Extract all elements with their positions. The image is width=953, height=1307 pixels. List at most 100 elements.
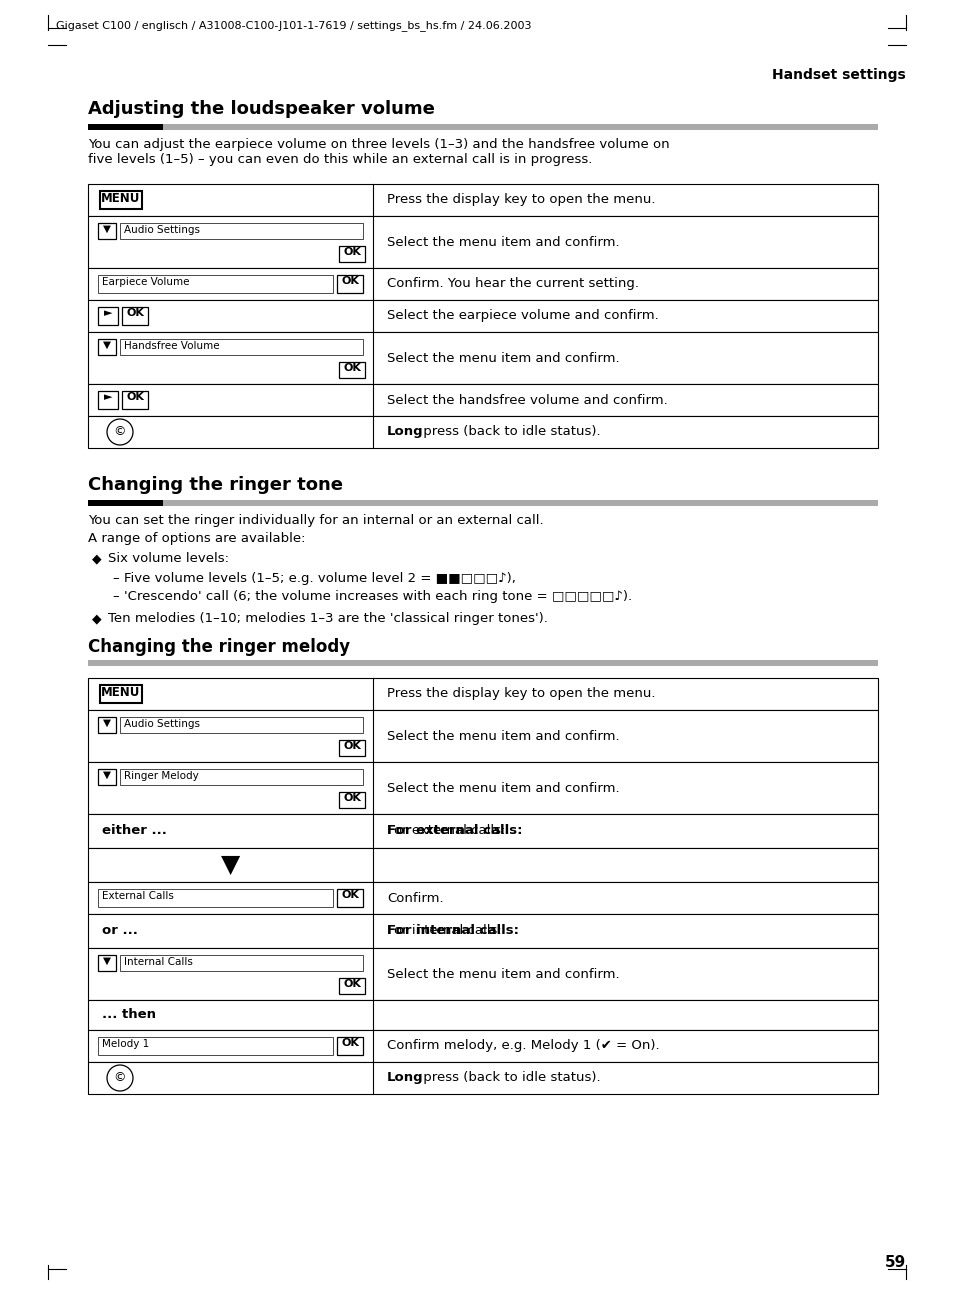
Text: For internal calls:: For internal calls: — [387, 924, 518, 937]
Bar — [120, 955, 363, 971]
Bar — [120, 223, 363, 239]
Text: Select the handsfree volume and confirm.: Select the handsfree volume and confirm. — [387, 393, 667, 406]
Text: ◆: ◆ — [91, 612, 102, 625]
Text: For external calls:: For external calls: — [387, 825, 522, 838]
Bar — [120, 718, 363, 733]
Text: ◆: ◆ — [91, 552, 102, 565]
Bar — [98, 339, 116, 356]
Text: Internal Calls: Internal Calls — [124, 957, 193, 967]
Bar — [336, 274, 363, 293]
Bar — [122, 391, 148, 409]
Text: ©: © — [113, 1072, 126, 1085]
Bar — [98, 889, 333, 907]
Text: Changing the ringer tone: Changing the ringer tone — [88, 476, 343, 494]
Text: MENU: MENU — [101, 192, 140, 205]
Bar — [88, 1030, 877, 1063]
Text: press (back to idle status).: press (back to idle status). — [418, 426, 600, 439]
Text: Select the menu item and confirm.: Select the menu item and confirm. — [387, 967, 619, 980]
Bar — [98, 307, 118, 325]
Text: Select the menu item and confirm.: Select the menu item and confirm. — [387, 729, 619, 742]
Bar — [338, 246, 365, 261]
Text: Six volume levels:: Six volume levels: — [108, 552, 229, 565]
Text: Changing the ringer melody: Changing the ringer melody — [88, 638, 350, 656]
Text: 59: 59 — [883, 1255, 905, 1270]
Text: Gigaset C100 / englisch / A31008-C100-J101-1-7619 / settings_bs_hs.fm / 24.06.20: Gigaset C100 / englisch / A31008-C100-J1… — [56, 20, 531, 31]
Bar — [338, 792, 365, 808]
Text: Ringer Melody: Ringer Melody — [124, 771, 198, 782]
Text: Press the display key to open the menu.: Press the display key to open the menu. — [387, 193, 655, 207]
Text: OK: OK — [126, 308, 144, 318]
Bar — [88, 268, 877, 301]
Text: For external calls:: For external calls: — [387, 825, 505, 838]
Text: ... then: ... then — [102, 1009, 156, 1022]
Text: OK: OK — [343, 363, 360, 372]
Bar — [88, 848, 877, 882]
Text: either ...: either ... — [102, 825, 167, 838]
Text: Melody 1: Melody 1 — [102, 1039, 149, 1050]
Bar — [98, 769, 116, 786]
Bar — [98, 955, 116, 971]
Text: OK: OK — [343, 247, 360, 257]
Text: External Calls: External Calls — [102, 891, 173, 901]
Text: or ...: or ... — [102, 924, 138, 937]
Text: press (back to idle status).: press (back to idle status). — [418, 1072, 600, 1085]
Bar — [338, 978, 365, 995]
Text: Five volume levels (1–5; e.g. volume level 2 = ■■□□□♪),: Five volume levels (1–5; e.g. volume lev… — [124, 572, 516, 586]
Bar — [88, 814, 877, 848]
Text: Ten melodies (1–10; melodies 1–3 are the 'classical ringer tones').: Ten melodies (1–10; melodies 1–3 are the… — [108, 612, 547, 625]
Text: Confirm. You hear the current setting.: Confirm. You hear the current setting. — [387, 277, 639, 290]
Bar — [88, 882, 877, 914]
Text: Earpiece Volume: Earpiece Volume — [102, 277, 190, 288]
Bar — [120, 339, 363, 356]
Bar — [163, 124, 877, 129]
Bar — [98, 274, 333, 293]
Text: Select the earpiece volume and confirm.: Select the earpiece volume and confirm. — [387, 310, 659, 323]
Text: ▼: ▼ — [103, 223, 111, 234]
Text: Select the menu item and confirm.: Select the menu item and confirm. — [387, 235, 619, 248]
Bar — [88, 216, 877, 268]
Text: ▼: ▼ — [103, 770, 111, 780]
Bar — [338, 740, 365, 755]
Text: OK: OK — [341, 276, 358, 286]
Bar — [88, 678, 877, 710]
Text: For internal calls:: For internal calls: — [387, 924, 501, 937]
Text: OK: OK — [341, 890, 358, 901]
Text: Confirm.: Confirm. — [387, 891, 443, 904]
Bar — [88, 124, 163, 129]
Bar — [88, 301, 877, 332]
Text: Select the menu item and confirm.: Select the menu item and confirm. — [387, 352, 619, 365]
Bar — [88, 1000, 877, 1030]
Bar — [88, 501, 163, 506]
Text: You can adjust the earpiece volume on three levels (1–3) and the handsfree volum: You can adjust the earpiece volume on th… — [88, 139, 669, 166]
Text: ▼: ▼ — [103, 718, 111, 728]
Bar — [98, 1036, 333, 1055]
Text: Handsfree Volume: Handsfree Volume — [124, 341, 219, 352]
Bar — [100, 191, 142, 209]
Text: ►: ► — [104, 392, 112, 403]
Bar — [336, 1036, 363, 1055]
Text: 'Crescendo' call (6; the volume increases with each ring tone = □□□□□♪).: 'Crescendo' call (6; the volume increase… — [124, 589, 632, 603]
Text: –: – — [112, 589, 118, 603]
Bar — [338, 362, 365, 378]
Text: Long: Long — [387, 1072, 423, 1085]
Text: OK: OK — [343, 741, 360, 752]
Text: Audio Settings: Audio Settings — [124, 719, 200, 729]
Text: Audio Settings: Audio Settings — [124, 225, 200, 235]
Text: ▼: ▼ — [221, 853, 240, 877]
Text: A range of options are available:: A range of options are available: — [88, 532, 305, 545]
Text: OK: OK — [343, 979, 360, 989]
Bar — [98, 223, 116, 239]
Bar — [98, 391, 118, 409]
Text: OK: OK — [341, 1038, 358, 1048]
Bar — [122, 307, 148, 325]
Bar — [88, 660, 877, 667]
Bar — [120, 769, 363, 786]
Text: MENU: MENU — [101, 686, 140, 699]
Text: Long: Long — [387, 426, 423, 439]
Text: Adjusting the loudspeaker volume: Adjusting the loudspeaker volume — [88, 101, 435, 118]
Text: Confirm melody, e.g. Melody 1 (✔ = On).: Confirm melody, e.g. Melody 1 (✔ = On). — [387, 1039, 659, 1052]
Text: ©: © — [113, 426, 126, 439]
Bar — [88, 332, 877, 384]
Text: ▼: ▼ — [103, 340, 111, 350]
Bar — [88, 384, 877, 416]
